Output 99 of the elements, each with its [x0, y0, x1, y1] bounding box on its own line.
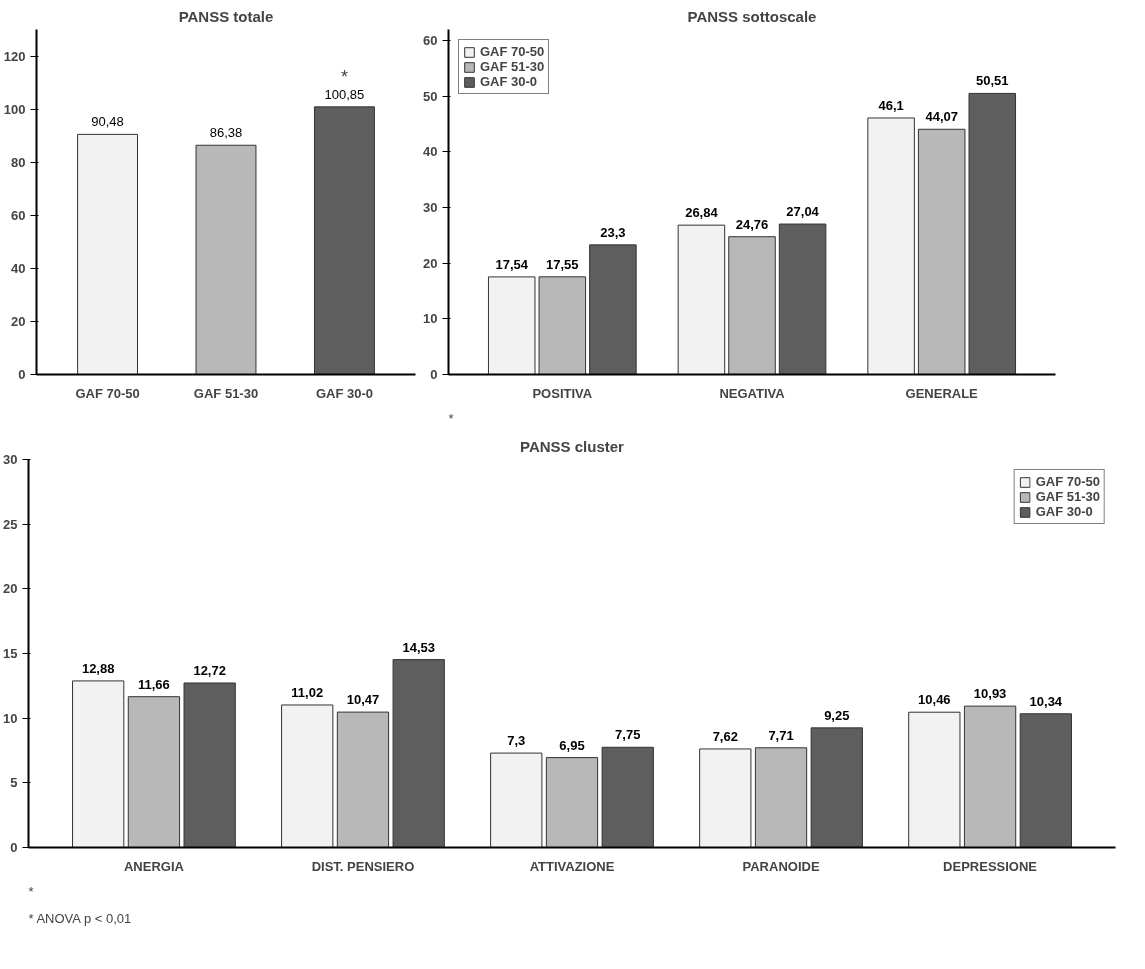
annotation: * — [340, 66, 348, 87]
data-label: 44,07 — [925, 109, 958, 125]
bar — [77, 133, 139, 375]
data-label: 86,38 — [209, 125, 243, 141]
legend-label: GAF 70-50 — [1035, 474, 1100, 489]
y-tick-label: 20 — [423, 255, 438, 271]
bar — [490, 752, 543, 848]
y-tick-label: 50 — [423, 88, 438, 104]
bar — [677, 224, 726, 375]
data-label: 10,93 — [973, 686, 1007, 702]
data-label: 7,62 — [712, 728, 738, 744]
x-tick-label: DEPRESSIONE — [943, 858, 1038, 874]
bar — [545, 757, 599, 848]
x-tick-label: POSITIVA — [532, 385, 593, 401]
x-tick-label: ATTIVAZIONE — [529, 858, 615, 874]
y-tick-label: 10 — [423, 311, 438, 327]
bar — [963, 705, 1017, 848]
y-tick-label: 80 — [11, 154, 26, 170]
y-tick-label: 60 — [11, 207, 26, 223]
x-tick-label: DIST. PENSIERO — [311, 858, 415, 874]
bar — [589, 244, 637, 375]
data-label: 50,51 — [976, 73, 1009, 89]
data-label: 14,53 — [402, 639, 435, 655]
data-label: 23,3 — [600, 224, 626, 240]
y-tick-label: 0 — [430, 367, 438, 382]
y-tick-label: 120 — [3, 48, 26, 64]
y-tick-label: 40 — [423, 144, 438, 160]
bar — [281, 704, 334, 848]
data-label: 11,02 — [291, 684, 324, 700]
data-label: 10,46 — [918, 692, 951, 708]
x-tick-label: GAF 70-50 — [75, 385, 140, 401]
bar — [1019, 713, 1072, 848]
bar — [127, 696, 181, 848]
legend-label: GAF 51-30 — [1035, 489, 1100, 504]
y-tick-label: 20 — [3, 581, 18, 597]
bar — [487, 276, 536, 375]
data-label: 27,04 — [786, 204, 820, 220]
y-tick-label: 15 — [3, 646, 18, 661]
data-label: 7,3 — [507, 733, 526, 749]
bar — [699, 748, 752, 848]
data-label: 6,95 — [559, 737, 585, 753]
x-tick-label: GAF 51-30 — [193, 385, 259, 401]
data-label: 12,72 — [193, 662, 226, 678]
chart-title: PANSS totale — [178, 7, 274, 25]
chart-title: PANSS cluster — [520, 437, 625, 455]
legend-label: GAF 70-50 — [480, 44, 545, 59]
bar — [601, 746, 654, 848]
y-tick-label: 0 — [10, 840, 18, 855]
bar — [392, 659, 445, 848]
legend-label: GAF 30-0 — [480, 74, 538, 89]
y-tick-label: 0 — [18, 367, 26, 382]
data-label: 10,47 — [346, 692, 380, 708]
data-label: 100,85 — [324, 86, 365, 102]
data-label: 9,25 — [824, 707, 850, 723]
data-label: 7,75 — [615, 727, 641, 743]
data-label: 17,54 — [495, 256, 529, 272]
data-label: 17,55 — [546, 256, 579, 272]
bar — [917, 128, 966, 375]
bar — [336, 711, 390, 848]
data-label: 12,88 — [81, 660, 115, 676]
chart-title: PANSS sottoscale — [687, 7, 817, 25]
text: * — [448, 410, 454, 426]
bar — [754, 747, 808, 848]
x-tick-label: NEGATIVA — [719, 385, 786, 401]
bar — [72, 680, 125, 848]
legend-label: GAF 30-0 — [1035, 504, 1093, 519]
data-label: 7,71 — [768, 727, 794, 743]
data-label: 46,1 — [878, 97, 904, 113]
y-tick-label: 100 — [3, 101, 26, 117]
y-tick-label: 25 — [3, 516, 18, 532]
y-tick-label: 30 — [423, 200, 438, 216]
bar — [968, 92, 1017, 375]
y-tick-label: 20 — [11, 313, 26, 329]
bar — [728, 236, 776, 375]
x-tick-label: GENERALE — [905, 385, 979, 401]
text: * — [28, 883, 34, 899]
x-tick-label: ANERGIA — [123, 858, 185, 874]
x-tick-label: GAF 30-0 — [315, 385, 373, 401]
bar — [313, 106, 375, 375]
data-label: 24,76 — [735, 216, 769, 232]
data-label: 10,34 — [1029, 693, 1063, 709]
bar — [183, 682, 236, 848]
bar — [195, 144, 257, 375]
data-label: 90,48 — [91, 114, 124, 130]
bar — [538, 276, 587, 375]
legend-label: GAF 51-30 — [480, 59, 545, 74]
data-label: 11,66 — [138, 676, 170, 692]
y-tick-label: 40 — [11, 260, 26, 276]
y-tick-label: 10 — [3, 710, 18, 726]
data-label: 26,84 — [685, 205, 719, 221]
bar — [810, 727, 863, 848]
bar — [778, 223, 827, 375]
y-tick-label: 30 — [3, 452, 18, 467]
y-tick-label: 5 — [10, 775, 18, 791]
bar — [908, 711, 961, 848]
text: * ANOVA p < 0,01 — [28, 910, 132, 926]
y-tick-label: 60 — [423, 33, 438, 49]
bar — [867, 117, 915, 375]
x-tick-label: PARANOIDE — [742, 858, 820, 874]
